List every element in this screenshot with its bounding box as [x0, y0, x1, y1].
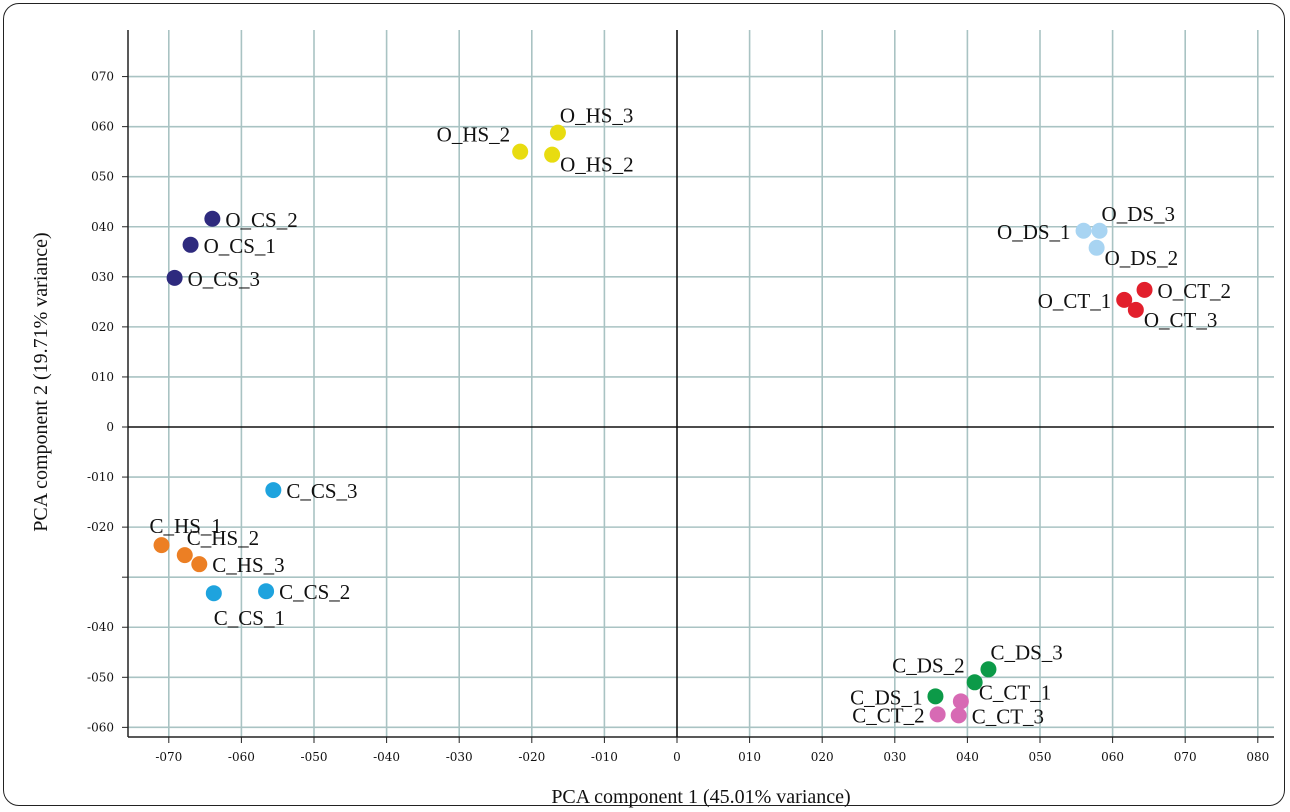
x-tick-label: 080 [1246, 750, 1269, 764]
y-tick-label: 050 [91, 170, 114, 184]
data-point [1116, 291, 1133, 308]
data-point [265, 482, 282, 499]
data-point-label: O_CS_3 [188, 267, 260, 291]
grid-lines [128, 30, 1274, 737]
y-tick-label: 060 [91, 120, 114, 134]
data-point-label: O_DS_2 [1105, 246, 1179, 270]
data-point [205, 585, 222, 602]
x-tick-label: -040 [373, 750, 400, 764]
y-tick-label: 030 [91, 270, 114, 284]
data-point-label: C_CT_3 [972, 704, 1044, 728]
data-point [980, 661, 997, 678]
axes [127, 30, 1274, 738]
data-points [153, 124, 1153, 724]
data-point-label: C_DS_2 [892, 653, 964, 677]
data-point-label: C_HS_2 [187, 526, 259, 550]
data-point [258, 583, 275, 600]
data-point [512, 143, 529, 160]
x-tick-label: -060 [228, 750, 255, 764]
y-tick-label: -020 [87, 520, 114, 534]
x-tick-label: 040 [956, 750, 979, 764]
x-tick-label: 030 [883, 750, 906, 764]
data-point-label: O_HS_2 [437, 123, 511, 147]
x-tick-label: -070 [155, 750, 182, 764]
x-tick-label: 020 [811, 750, 834, 764]
x-tick-label: -020 [518, 750, 545, 764]
x-tick-label: 070 [1174, 750, 1197, 764]
data-point-label: C_DS_3 [990, 640, 1062, 664]
y-tick-label: 0 [106, 420, 114, 434]
data-point [1088, 239, 1105, 256]
data-point-label: C_CS_2 [279, 580, 350, 604]
data-point-label: C_CS_1 [214, 606, 285, 630]
y-tick-label: 040 [91, 220, 114, 234]
data-point [176, 547, 193, 564]
x-tick-label: 060 [1101, 750, 1124, 764]
data-point-label: C_DS_1 [850, 685, 922, 709]
data-point-label: O_HS_3 [560, 104, 634, 128]
data-point [966, 674, 983, 691]
x-tick-label: -010 [591, 750, 618, 764]
x-tick-label: 010 [738, 750, 761, 764]
data-point [952, 693, 969, 710]
data-point-label: O_CS_2 [225, 208, 297, 232]
data-point [1091, 222, 1108, 239]
point-labels: O_CS_2O_CS_1 O_CS_3 O_HS_2 O_HS_3 O_HS_2 O_DS… [150, 104, 1232, 729]
data-point-label: O_CT_3 [1144, 308, 1218, 332]
y-axis-label: PCA component 2 (19.71% variance) [30, 232, 52, 531]
x-tick-label: 050 [1029, 750, 1052, 764]
y-tick-label: -010 [87, 470, 114, 484]
data-point-label: C_CS_3 [286, 479, 357, 503]
data-point [1075, 222, 1092, 239]
x-axis-label: PCA component 1 (45.01% variance) [551, 786, 850, 808]
data-point [927, 688, 944, 705]
x-tick-label: -050 [301, 750, 328, 764]
data-point [544, 146, 561, 163]
data-point [929, 706, 946, 723]
data-point [204, 210, 221, 227]
data-point-label: O_HS_2 [560, 153, 634, 177]
data-point [950, 707, 967, 724]
data-point [1136, 281, 1153, 298]
data-point [191, 556, 208, 573]
y-tick-label: 020 [91, 320, 114, 334]
data-point-label: C_CT_1 [979, 680, 1051, 704]
data-point-label: O_DS_1 [997, 220, 1071, 244]
data-point-label: O_DS_3 [1102, 202, 1176, 226]
y-tick-label: 010 [91, 370, 114, 384]
data-point-label: C_CT_2 [852, 703, 924, 727]
data-point-label: O_CT_2 [1158, 279, 1232, 303]
y-tick-label: 070 [91, 70, 114, 84]
data-point-label: C_HS_1 [150, 514, 222, 538]
y-tick-label: -050 [87, 670, 114, 684]
data-point [1127, 301, 1144, 318]
chart-frame [3, 3, 1285, 806]
data-point [182, 236, 199, 253]
y-tick-label: -040 [87, 620, 114, 634]
data-point-label: C_HS_3 [212, 553, 284, 577]
data-point-label: O_CS_1 [204, 234, 276, 258]
y-axis-ticks: 070 060 050 040 030 020 010 0 -010 -020 -040 -050 -0… [87, 70, 128, 734]
data-point [166, 269, 183, 286]
data-point-label: O_CT_1 [1038, 289, 1112, 313]
x-tick-label: 0 [673, 750, 681, 764]
y-tick-label: -060 [87, 720, 114, 734]
x-tick-label: -030 [446, 750, 473, 764]
x-axis-ticks: -070 -060 -050 -040 -030 -020 -010 0 010 020 030 04… [155, 737, 1269, 764]
data-point [153, 537, 170, 554]
data-point [549, 124, 566, 141]
